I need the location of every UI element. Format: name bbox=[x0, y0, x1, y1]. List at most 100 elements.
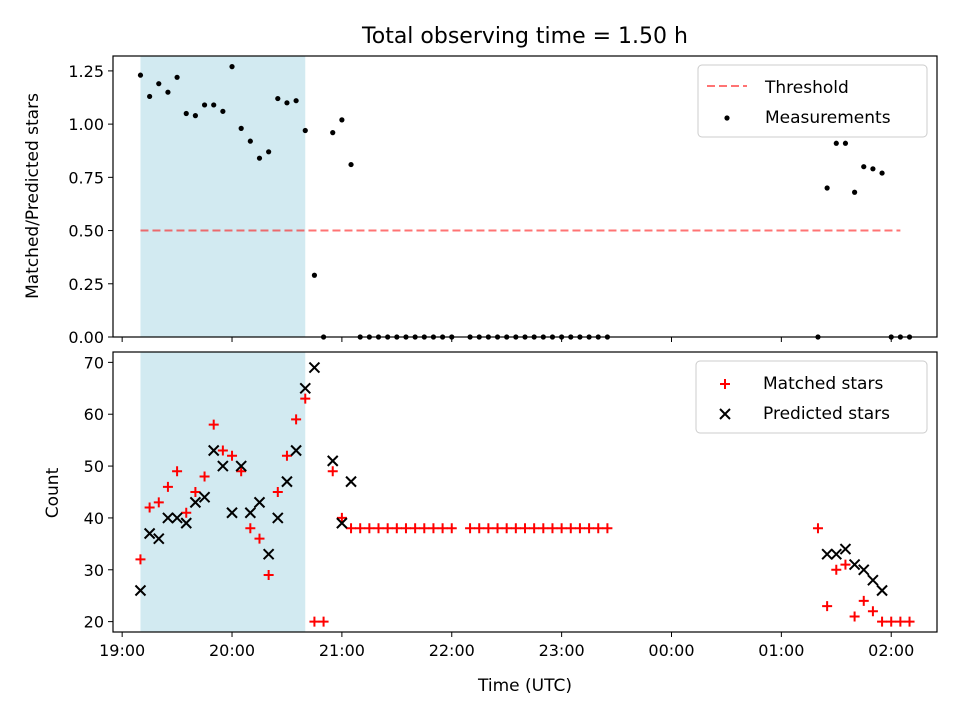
bottom-point-matched bbox=[291, 414, 302, 425]
top-point-measurement bbox=[275, 95, 281, 102]
bottom-point-predicted bbox=[848, 558, 861, 571]
top-point-measurement bbox=[156, 81, 162, 87]
bottom-point-predicted bbox=[171, 512, 183, 524]
bottom-point-matched bbox=[812, 523, 823, 534]
bottom-point-matched bbox=[172, 466, 183, 477]
bottom-panel: 20 30 40 50 60 70 19:00 20:00 21:00 22:00 23:00 00:… bbox=[84, 351, 938, 660]
bottom-point-predicted bbox=[839, 543, 852, 555]
top-point-measurement bbox=[238, 125, 244, 131]
bottom-point-matched bbox=[355, 523, 366, 534]
top-point-measurement bbox=[870, 166, 876, 172]
top-point-measurement bbox=[302, 127, 308, 134]
bottom-point-matched bbox=[904, 616, 915, 627]
bottom-point-matched bbox=[135, 554, 146, 565]
bottom-point-predicted bbox=[189, 496, 202, 509]
bottom-point-matched bbox=[602, 523, 613, 534]
bottom-point-predicted bbox=[162, 512, 174, 524]
bottom-point-predicted bbox=[281, 475, 293, 488]
bottom-point-predicted bbox=[867, 574, 879, 586]
bottom-point-matched bbox=[877, 616, 888, 627]
bottom-point-matched bbox=[510, 523, 521, 534]
bottom-point-predicted bbox=[336, 517, 348, 529]
bottom-point-predicted bbox=[830, 548, 842, 560]
bottom-point-matched bbox=[437, 523, 448, 534]
bottom-point-matched bbox=[254, 533, 265, 544]
bottom-point-matched bbox=[492, 523, 503, 534]
bottom-point-predicted bbox=[308, 361, 321, 374]
bottom-point-matched bbox=[501, 523, 512, 534]
bottom-point-matched bbox=[300, 393, 311, 404]
top-point-measurement bbox=[266, 149, 272, 155]
bottom-point-matched bbox=[831, 564, 842, 575]
top-point-measurement bbox=[256, 155, 263, 161]
bottom-legend-label: Matched stars bbox=[763, 374, 883, 394]
bottom-x-tick-label: 02:00 bbox=[868, 641, 914, 660]
bottom-point-matched bbox=[538, 523, 549, 534]
bottom-point-matched bbox=[858, 595, 869, 606]
bottom-point-matched bbox=[263, 569, 274, 580]
top-y-tick-label: 0.00 bbox=[68, 328, 104, 347]
bottom-point-predicted bbox=[327, 455, 339, 467]
bottom-point-predicted bbox=[217, 460, 229, 472]
top-point-measurement bbox=[284, 100, 290, 106]
bottom-point-predicted bbox=[253, 496, 266, 509]
bottom-x-tick-label: 22:00 bbox=[429, 641, 475, 660]
bottom-point-predicted bbox=[876, 584, 888, 597]
bottom-legend-predicted-swatch bbox=[719, 408, 731, 420]
bottom-point-matched bbox=[410, 523, 421, 534]
bottom-point-predicted bbox=[208, 444, 220, 457]
chart-title: Total observing time = 1.50 h bbox=[361, 24, 688, 49]
bottom-point-predicted bbox=[143, 527, 156, 540]
top-point-measurement bbox=[201, 102, 208, 108]
bottom-y-tick-label: 60 bbox=[84, 405, 104, 424]
bottom-legend-matched-swatch bbox=[720, 379, 730, 389]
top-shaded-span bbox=[140, 56, 306, 337]
bottom-point-matched bbox=[217, 445, 228, 456]
bottom-frame bbox=[112, 351, 938, 633]
top-point-measurement bbox=[861, 164, 867, 170]
bottom-point-matched bbox=[199, 471, 210, 482]
bottom-point-matched bbox=[574, 523, 585, 534]
top-y-tick-label: 0.50 bbox=[68, 222, 104, 241]
top-point-measurement bbox=[293, 98, 299, 104]
bottom-y-axis-label: Count bbox=[43, 467, 63, 518]
top-point-measurement bbox=[137, 72, 144, 78]
top-point-measurement bbox=[348, 161, 354, 168]
bottom-point-matched bbox=[153, 497, 164, 508]
top-legend-label: Measurements bbox=[765, 108, 891, 128]
bottom-point-predicted bbox=[272, 512, 284, 524]
top-point-measurement bbox=[842, 140, 849, 146]
bottom-y-tick-label: 50 bbox=[84, 457, 104, 476]
bottom-point-predicted bbox=[180, 517, 192, 529]
bottom-point-predicted bbox=[244, 507, 257, 519]
bottom-point-matched bbox=[547, 523, 558, 534]
top-point-measurement bbox=[330, 130, 336, 136]
bottom-x-tick-label: 00:00 bbox=[648, 641, 694, 660]
bottom-point-matched bbox=[327, 466, 338, 477]
top-y-tick-label: 1.00 bbox=[68, 115, 104, 134]
bottom-point-matched bbox=[391, 523, 402, 534]
top-legend-label: Threshold bbox=[764, 78, 849, 98]
top-y-axis-label: Matched/Predicted stars bbox=[23, 93, 43, 299]
bottom-point-predicted bbox=[345, 475, 357, 488]
x-axis-label: Time (UTC) bbox=[477, 676, 572, 696]
bottom-point-matched bbox=[336, 512, 347, 523]
top-point-measurement bbox=[229, 64, 235, 70]
bottom-point-matched bbox=[840, 559, 851, 570]
bottom-point-predicted bbox=[290, 444, 302, 457]
bottom-x-tick-label: 20:00 bbox=[209, 641, 255, 660]
top-point-measurement bbox=[824, 185, 830, 191]
bottom-legend-box bbox=[695, 360, 928, 434]
bottom-point-matched bbox=[208, 419, 219, 430]
bottom-point-matched bbox=[400, 523, 411, 534]
bottom-point-matched bbox=[446, 523, 457, 534]
bottom-y-tick-label: 20 bbox=[84, 613, 104, 632]
bottom-x-tick-label: 23:00 bbox=[539, 641, 585, 660]
top-point-measurement bbox=[147, 93, 153, 100]
bottom-point-matched bbox=[162, 481, 173, 492]
bottom-point-matched bbox=[227, 450, 238, 461]
bottom-point-matched bbox=[236, 466, 247, 477]
bottom-point-predicted bbox=[198, 491, 211, 503]
bottom-x-tick-label: 19:00 bbox=[99, 641, 145, 660]
